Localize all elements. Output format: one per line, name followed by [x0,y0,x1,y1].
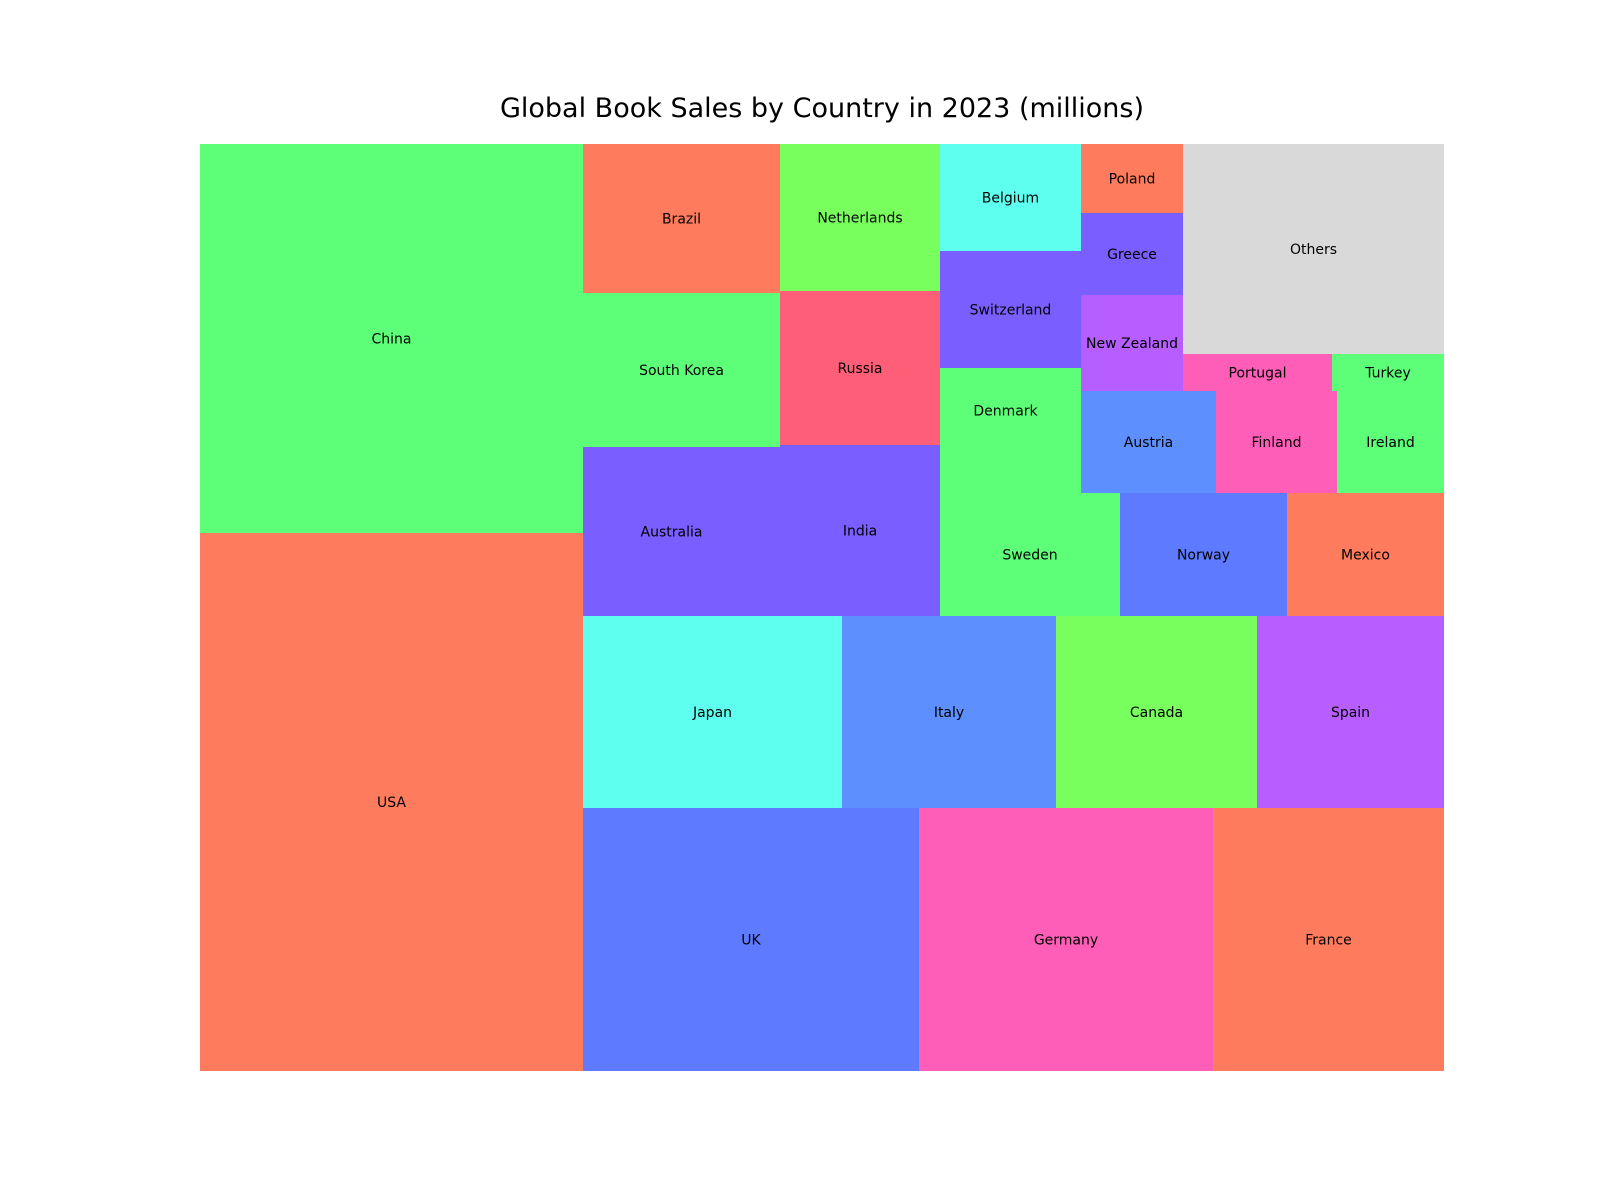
cell-label-canada: Canada [1130,705,1183,721]
cell-label-austria: Austria [1124,435,1173,451]
cell-label-mexico: Mexico [1341,548,1390,564]
cell-denmark [940,368,1081,493]
cell-label-brazil: Brazil [662,212,701,228]
cell-belgium [940,144,1081,251]
cell-label-netherlands: Netherlands [817,211,902,227]
cell-france [1213,808,1444,1071]
cell-uk [583,808,919,1071]
cell-label-germany: Germany [1034,933,1098,949]
cell-japan [583,616,842,808]
cell-label-denmark: Denmark [973,404,1038,420]
cell-others [1183,144,1444,354]
cell-label-belgium: Belgium [982,191,1039,207]
cell-spain [1257,616,1444,808]
chart-title: Global Book Sales by Country in 2023 (mi… [500,93,1144,124]
cell-ireland [1337,391,1444,493]
cell-usa [200,533,583,1071]
cell-label-russia: Russia [837,361,882,377]
cell-label-japan: Japan [692,705,732,721]
cell-germany [919,808,1213,1071]
cell-label-poland: Poland [1109,172,1156,188]
cell-greece [1081,213,1183,295]
cell-label-turkey: Turkey [1364,366,1411,382]
cell-russia [780,291,940,445]
cell-label-sweden: Sweden [1002,548,1057,564]
cell-label-spain: Spain [1331,705,1370,721]
cell-poland [1081,144,1183,213]
cell-label-india: India [843,524,877,540]
cell-austria [1081,391,1216,493]
cell-label-greece: Greece [1107,247,1157,263]
cell-label-switzerland: Switzerland [970,303,1052,319]
cell-label-ireland: Ireland [1366,435,1414,451]
cell-label-france: France [1305,933,1352,949]
cell-label-new-zealand: New Zealand [1086,336,1178,352]
cell-label-south-korea: South Korea [639,363,724,379]
cell-portugal [1183,354,1332,391]
cell-label-others: Others [1290,242,1337,258]
cell-china [200,144,583,533]
cell-brazil [583,144,780,293]
cell-label-portugal: Portugal [1229,366,1287,382]
cell-label-uk: UK [741,933,761,949]
cell-netherlands [780,144,940,291]
cell-label-australia: Australia [641,525,703,541]
cell-switzerland [940,251,1081,368]
cell-sweden [940,493,1120,616]
cell-new-zealand [1081,295,1183,391]
cell-label-italy: Italy [934,705,964,721]
cell-south-korea [583,293,780,447]
cell-italy [842,616,1056,808]
cell-label-norway: Norway [1177,548,1230,564]
cell-mexico [1287,493,1444,616]
cell-turkey [1332,354,1444,391]
cell-label-finland: Finland [1251,435,1301,451]
cell-finland [1216,391,1337,493]
treemap-cells: USA China UK Germany France Japan Italy Canada S… [200,144,1444,1071]
cell-india [780,445,940,616]
cell-norway [1120,493,1287,616]
cell-label-china: China [372,332,412,348]
cell-canada [1056,616,1257,808]
cell-australia [583,447,780,616]
cell-label-usa: USA [377,795,406,811]
